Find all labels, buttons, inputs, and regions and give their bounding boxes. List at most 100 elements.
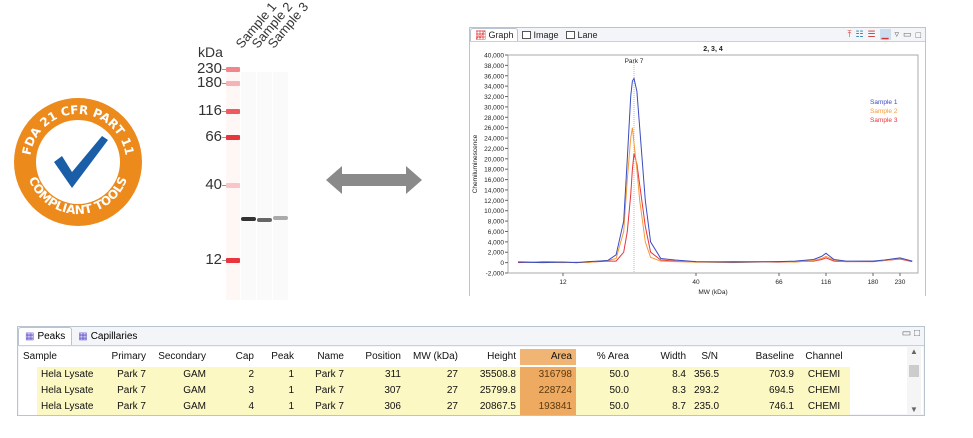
marker-tick — [222, 111, 226, 112]
legend-icon[interactable]: ☷ — [855, 29, 864, 39]
column-header[interactable]: Sample — [23, 351, 57, 362]
tab-lane[interactable]: Lane — [562, 28, 601, 41]
column-header[interactable]: Primary — [111, 351, 146, 362]
table-cell: CHEMI — [798, 383, 850, 399]
column-header[interactable]: Name — [317, 351, 344, 362]
tab-peaks[interactable]: ▦ Peaks — [18, 327, 73, 345]
table-row[interactable]: Hela Lysate Park 7 GAM 2 1 Park 7 311 27 35508.8… — [19, 367, 850, 383]
y-tick-label: 38,000 — [484, 63, 504, 70]
minimize-icon[interactable]: ▭ — [901, 328, 912, 339]
table-row[interactable]: Hela Lysate Park 7 GAM 3 1 Park 7 307 27 25799.8… — [19, 383, 850, 399]
table-cell: 27 — [405, 399, 462, 415]
column-header[interactable]: Baseline — [755, 351, 794, 362]
x-tick-label: 12 — [559, 279, 567, 286]
table-cell: 1 — [258, 383, 298, 399]
graph-icon: 📈︎ — [475, 29, 487, 40]
y-tick-label: 0 — [500, 260, 504, 267]
scroll-up-icon[interactable]: ▲ — [910, 347, 918, 356]
y-tick-label: 34,000 — [484, 84, 504, 91]
column-header[interactable]: Channel — [805, 351, 843, 362]
band-sample-3 — [273, 216, 288, 220]
column-header[interactable]: Width — [660, 351, 686, 362]
column-header[interactable]: Height — [487, 351, 516, 362]
peaks-panel: ▦ Peaks ▦ Capillaries ▭ □ Sample Primary Sec… — [17, 326, 925, 416]
table-cell: 27 — [405, 383, 462, 399]
y-tick-label: 4,000 — [488, 239, 505, 246]
y-tick-label: -2,000 — [486, 271, 505, 278]
column-header[interactable]: Secondary — [158, 351, 206, 362]
table-cell: 20867.5 — [462, 399, 520, 415]
marker-tick — [222, 83, 226, 84]
single-view-icon[interactable]: ▁ — [879, 29, 891, 40]
lane-sample-3 — [273, 72, 288, 300]
table-cell: Park 7 — [100, 367, 150, 383]
column-header[interactable]: Position — [365, 351, 401, 362]
table-cell: CHEMI — [798, 399, 850, 415]
marker-label: 116 — [198, 102, 222, 119]
y-tick-label: 14,000 — [484, 187, 504, 194]
table-cell: 4 — [210, 399, 258, 415]
maximize-icon[interactable]: □ — [915, 29, 921, 40]
y-tick-label: 22,000 — [484, 146, 504, 153]
plot-area — [507, 54, 919, 274]
menu-dropdown-icon[interactable]: ▿ — [894, 29, 900, 39]
y-tick-label: 26,000 — [484, 125, 504, 132]
table-cell: CHEMI — [798, 367, 850, 383]
tab-capillaries[interactable]: ▦ Capillaries — [78, 330, 138, 342]
gel-image: kDa 230 180 116 66 40 12 Sample 1 Sample… — [190, 0, 311, 300]
peak-marker-icon[interactable]: ⤒ — [847, 29, 852, 39]
table-cell: Park 7 — [100, 399, 150, 415]
tab-image[interactable]: Image — [518, 28, 562, 41]
table-cell: 311 — [348, 367, 405, 383]
column-header[interactable]: Cap — [235, 351, 254, 362]
marker-label: 12 — [205, 251, 222, 268]
table-cell: 316798 — [520, 367, 576, 383]
tab-graph[interactable]: 📈︎ Graph — [470, 28, 519, 41]
scroll-down-icon[interactable]: ▼ — [910, 405, 918, 414]
y-tick-label: 24,000 — [484, 136, 504, 143]
marker-tick — [222, 185, 226, 186]
x-tick-label: 230 — [895, 279, 906, 286]
maximize-icon[interactable]: □ — [913, 328, 920, 339]
y-tick-label: 16,000 — [484, 177, 504, 184]
table-cell: 8.3 — [633, 383, 690, 399]
y-tick-label: 40,000 — [484, 53, 504, 60]
table-cell: 25799.8 — [462, 383, 520, 399]
y-tick-label: 10,000 — [484, 208, 504, 215]
column-header[interactable]: % Area — [596, 351, 629, 362]
marker-tick — [222, 260, 226, 261]
lane-sample-2 — [257, 72, 272, 300]
ladder-band — [226, 135, 240, 140]
y-tick-label: 20,000 — [484, 156, 504, 163]
column-header[interactable]: S/N — [701, 351, 718, 362]
minimize-icon[interactable]: ▭ — [903, 29, 912, 39]
marker-tick — [222, 69, 226, 70]
table-cell: 293.2 — [690, 383, 722, 399]
table-cell: 307 — [348, 383, 405, 399]
y-axis-label: Chemiluminescence — [472, 134, 479, 193]
table-cell: 228724 — [520, 383, 576, 399]
marker-label: 66 — [205, 128, 222, 145]
table-cell: GAM — [150, 383, 210, 399]
y-tick-label: 2,000 — [488, 250, 505, 257]
table-cell: 694.5 — [722, 383, 798, 399]
ladder-band — [226, 67, 240, 72]
column-header[interactable]: MW (kDa) — [413, 351, 458, 362]
table-cell: Park 7 — [298, 383, 348, 399]
column-header[interactable]: Area — [520, 349, 576, 365]
image-icon — [522, 30, 532, 39]
table-cell: 1 — [258, 367, 298, 383]
table-cell: 2 — [210, 367, 258, 383]
column-header[interactable]: Peak — [271, 351, 294, 362]
overlay-icon[interactable]: ☰ — [867, 29, 876, 39]
y-tick-label: 8,000 — [488, 219, 505, 226]
table-row[interactable]: Hela Lysate Park 7 GAM 4 1 Park 7 306 27 20867.5… — [19, 399, 850, 415]
kda-label: kDa — [198, 44, 223, 60]
vertical-scrollbar[interactable]: ▲ ▼ — [907, 347, 921, 414]
x-tick-label: 66 — [775, 279, 783, 286]
grid-icon: ▦ — [78, 330, 88, 342]
marker-label: 180 — [196, 74, 222, 91]
table-cell: 50.0 — [576, 367, 633, 383]
ladder-band — [226, 183, 240, 188]
scroll-thumb[interactable] — [909, 365, 919, 377]
